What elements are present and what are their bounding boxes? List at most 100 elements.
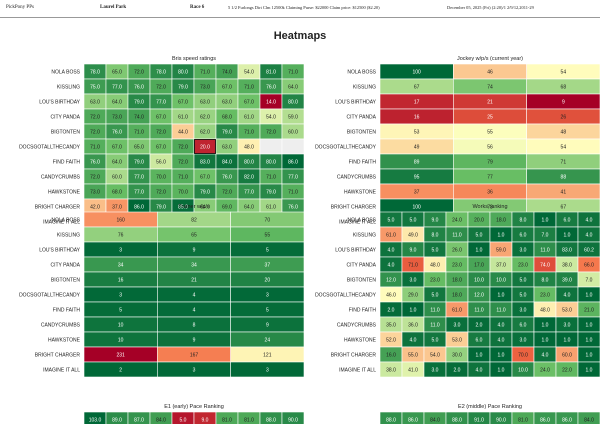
- cell-value: 41.0: [408, 367, 418, 373]
- cell-value: 84.0: [222, 159, 232, 165]
- row-label: LOU'S BIRTHDAY: [335, 99, 376, 105]
- cell-value: 1.0: [476, 247, 483, 253]
- app-name: PickPony PPs: [6, 5, 34, 10]
- row-label: IMAGINE IT ALL: [339, 367, 376, 373]
- cell-value: 9: [266, 322, 269, 328]
- cell-value: 5.0: [180, 417, 187, 423]
- cell-value: 48.0: [244, 144, 254, 150]
- cell-value: 77.0: [112, 84, 122, 90]
- cell-value: 82.0: [244, 174, 254, 180]
- cell-value: 5: [119, 307, 122, 313]
- cell-value: 69.0: [222, 204, 232, 210]
- race-number: Race 6: [190, 5, 205, 10]
- cell-value: 1.0: [586, 337, 593, 343]
- cell-value: 11.0: [430, 307, 440, 313]
- cell-value: 61.0: [452, 307, 462, 313]
- cell-value: 62.0: [200, 129, 210, 135]
- cell-value: 61.0: [266, 204, 276, 210]
- cell-value: 20.0: [474, 217, 484, 223]
- heatmap-panel: Works ranking NOLA BOSS 5.0 5.0 9.0 24.0 20.0 1…: [315, 204, 600, 378]
- row-label: HAWKSTONE: [48, 337, 81, 343]
- cell-value: 74.0: [134, 114, 144, 120]
- cell-value: 79.0: [178, 84, 188, 90]
- cell-value: 67.0: [200, 174, 210, 180]
- cell-value: 71.0: [408, 262, 418, 268]
- heatmap-cell: [577, 361, 600, 378]
- panel-title: Jockey w/p/s (current year): [457, 56, 523, 62]
- cell-value: 3.0: [410, 277, 417, 283]
- cell-value: 60.0: [288, 129, 298, 135]
- row-label: CANDYCRUMBS: [41, 174, 81, 180]
- cell-value: 82: [191, 217, 197, 223]
- cell-value: 81.0: [518, 417, 528, 423]
- cell-value: 4.0: [586, 217, 593, 223]
- cell-value: 4.0: [498, 322, 505, 328]
- cell-value: 26.0: [452, 247, 462, 253]
- cell-value: 3: [119, 247, 122, 253]
- cell-value: 5: [266, 247, 269, 253]
- cell-value: 17: [414, 99, 420, 105]
- cell-value: 9.0: [432, 217, 439, 223]
- cell-value: 54: [561, 69, 567, 75]
- cell-value: 90.0: [496, 417, 506, 423]
- cell-value: 63.0: [222, 99, 232, 105]
- heatmap-panel: Jockey w/p/s (current year) NOLA BOSS 100 4…: [315, 56, 600, 230]
- cell-value: 68.0: [112, 189, 122, 195]
- cell-value: 8.0: [520, 217, 527, 223]
- cell-value: 77.0: [288, 174, 298, 180]
- cell-value: 60.0: [562, 352, 572, 358]
- cell-value: 65: [191, 232, 197, 238]
- cell-value: 4: [193, 292, 196, 298]
- cell-value: 42.0: [90, 204, 100, 210]
- cell-value: 121: [263, 352, 272, 358]
- row-label: KISSLING: [353, 232, 376, 238]
- cell-value: 8.0: [542, 277, 549, 283]
- race-date: December 05, 2025 (Fri) (2:20)/1 2/9/12,…: [447, 5, 534, 10]
- cell-value: 5.0: [520, 292, 527, 298]
- cell-value: 18.0: [452, 292, 462, 298]
- row-label: CITY PANDA: [346, 114, 376, 120]
- cell-value: 79.0: [134, 159, 144, 165]
- cell-value: 1.0: [586, 292, 593, 298]
- cell-value: 9: [193, 247, 196, 253]
- cell-value: 56.0: [156, 159, 166, 165]
- cell-value: 70.0: [518, 352, 528, 358]
- row-label: NOLA BOSS: [347, 217, 376, 223]
- cell-value: 67.0: [244, 99, 254, 105]
- row-label: FIND FAITH: [53, 307, 81, 313]
- cell-value: 3.0: [432, 367, 439, 373]
- cell-value: 34: [191, 262, 197, 268]
- row-label: BRIGHT CHARGER: [331, 204, 377, 210]
- cell-value: 10.0: [474, 277, 484, 283]
- cell-value: 59.0: [288, 114, 298, 120]
- cell-value: 3: [266, 292, 269, 298]
- cell-value: 71.0: [244, 84, 254, 90]
- cell-value: 18.0: [452, 277, 462, 283]
- row-label: CANDYCRUMBS: [41, 322, 81, 328]
- row-label: CITY PANDA: [50, 114, 80, 120]
- cell-value: 11.0: [474, 307, 484, 313]
- cell-value: 72.0: [90, 114, 100, 120]
- cell-value: 1.0: [498, 367, 505, 373]
- print-header: PickPony PPs Laurel Park Race 6 5 1/2 Fu…: [0, 0, 600, 18]
- heatmap-cell: [281, 411, 305, 424]
- cell-value: 4.0: [564, 292, 571, 298]
- row-label: NOLA BOSS: [347, 69, 376, 75]
- cell-value: 66.0: [584, 262, 594, 268]
- cell-value: 71.0: [244, 129, 254, 135]
- cell-value: 76: [118, 232, 124, 238]
- cell-value: 87.0: [134, 417, 144, 423]
- row-label: BIGTONTEN: [347, 129, 376, 135]
- cell-value: 100: [412, 69, 421, 75]
- cell-value: 53.0: [452, 337, 462, 343]
- cell-value: 64.0: [288, 84, 298, 90]
- cell-value: 54.0: [266, 114, 276, 120]
- cell-value: 46: [487, 69, 493, 75]
- cell-value: 88: [561, 174, 567, 180]
- cell-value: 9: [562, 99, 565, 105]
- cell-value: 2.0: [388, 307, 395, 313]
- cell-value: 1.0: [476, 352, 483, 358]
- cell-value: 59.0: [496, 247, 506, 253]
- row-label: LOU'S BIRTHDAY: [335, 247, 376, 253]
- cell-value: 16: [414, 114, 420, 120]
